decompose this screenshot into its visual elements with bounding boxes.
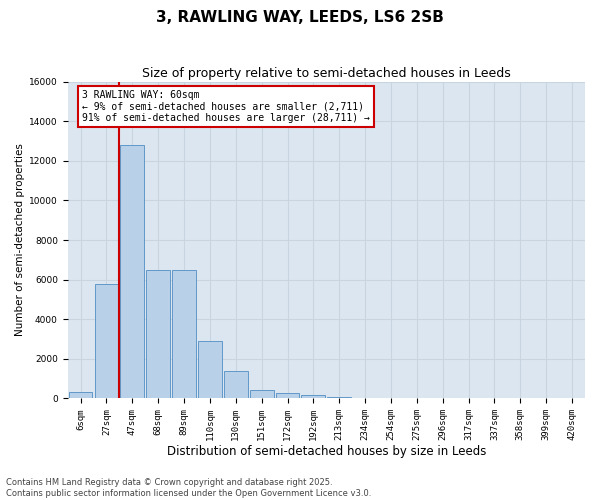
Bar — [172, 270, 196, 398]
Bar — [68, 392, 92, 398]
Bar — [301, 396, 325, 398]
Bar — [250, 390, 274, 398]
X-axis label: Distribution of semi-detached houses by size in Leeds: Distribution of semi-detached houses by … — [167, 444, 486, 458]
Bar — [198, 341, 222, 398]
Text: Contains HM Land Registry data © Crown copyright and database right 2025.
Contai: Contains HM Land Registry data © Crown c… — [6, 478, 371, 498]
Bar — [146, 270, 170, 398]
Y-axis label: Number of semi-detached properties: Number of semi-detached properties — [15, 144, 25, 336]
Bar — [275, 394, 299, 398]
Bar — [328, 397, 351, 398]
Title: Size of property relative to semi-detached houses in Leeds: Size of property relative to semi-detach… — [142, 68, 511, 80]
Bar — [121, 145, 144, 399]
Text: 3 RAWLING WAY: 60sqm
← 9% of semi-detached houses are smaller (2,711)
91% of sem: 3 RAWLING WAY: 60sqm ← 9% of semi-detach… — [82, 90, 370, 123]
Bar — [224, 370, 248, 398]
Bar — [95, 284, 118, 399]
Text: 3, RAWLING WAY, LEEDS, LS6 2SB: 3, RAWLING WAY, LEEDS, LS6 2SB — [156, 10, 444, 25]
